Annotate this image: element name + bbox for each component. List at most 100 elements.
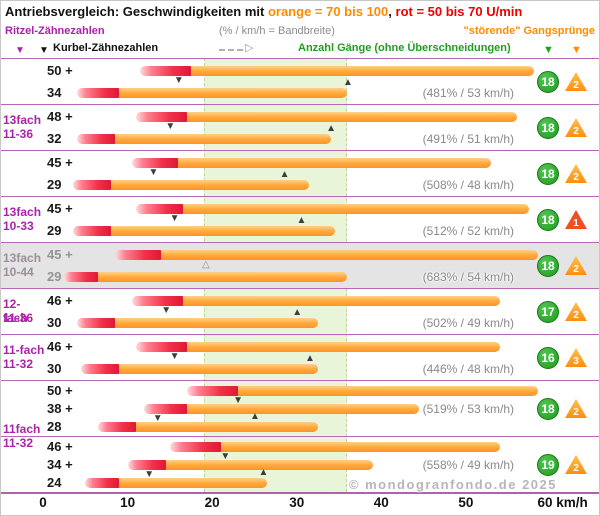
cadence-bar-red-50-70 (76, 318, 115, 328)
cadence-bar-orange-70-100 (93, 364, 318, 374)
chainring-teeth-label: 30 (47, 315, 62, 330)
cadence-bar-red-50-70 (127, 460, 166, 470)
cadence-bar-orange-70-100 (148, 158, 492, 168)
chainring-teeth-label: 45 + (47, 201, 73, 216)
chainring-teeth-label: 50 + (47, 63, 73, 78)
cassette-range: 10-33 (3, 219, 34, 233)
cassette-speed-count: 13fach (3, 205, 42, 219)
gear-jump-badge: 2 (565, 302, 587, 321)
gear-jump-badge: 2 (565, 118, 587, 137)
cadence-bar-orange-70-100 (203, 386, 538, 396)
gear-jump-badge: 2 (565, 164, 587, 183)
cadence-bar-orange-70-100 (152, 296, 500, 306)
cadence-bar-red-50-70 (136, 342, 187, 352)
shift-point-marker-icon: ▲ (343, 77, 353, 88)
shift-point-marker-icon: ▼ (165, 121, 176, 132)
gear-jumps-header: "störende" Gangsprünge (463, 25, 595, 37)
cadence-bar-orange-70-100 (144, 460, 373, 470)
gear-jump-badge: 2 (565, 399, 587, 418)
cassette-range: 11-36 (3, 311, 34, 325)
cassette-range: 11-32 (3, 436, 34, 450)
cadence-bar-orange-70-100 (85, 180, 310, 190)
gear-count-badge: 18 (537, 255, 559, 277)
shift-point-marker-icon: ▼ (152, 413, 163, 424)
sprocket-teeth-header: Ritzel-Zähnezahlen (5, 25, 105, 37)
chart-row: 46 + 30 ▼ ▲ (446% / 48 km/h) 16 3 (1, 334, 599, 380)
axis-tick-label: 30 (289, 495, 305, 510)
gear-count-badge: 17 (537, 301, 559, 323)
chainring-teeth-label: 32 (47, 131, 62, 146)
shift-point-marker-icon: ▲ (249, 411, 260, 422)
chainring-teeth-label: 38 + (47, 401, 73, 416)
cassette-range: 11-36 (3, 127, 34, 141)
chainring-teeth-label: 34 + (47, 457, 73, 472)
cadence-bar-orange-70-100 (76, 272, 348, 282)
chainring-teeth-label: 45 + (47, 155, 73, 170)
dashed-pointer-line (219, 49, 243, 51)
gear-count-badge: 19 (537, 454, 559, 476)
chainring-teeth-label: 34 (47, 85, 62, 100)
cadence-bar-orange-70-100 (161, 66, 534, 76)
chart-row: 50 + 34 ▼ ▲ (481% / 53 km/h) 18 2 (1, 58, 599, 104)
cassette-group-label: 13fach 11-36 (3, 113, 45, 141)
shift-point-marker-icon: ▲ (304, 353, 315, 364)
shift-point-marker-icon: ▼ (161, 305, 172, 316)
cadence-bar-red-50-70 (81, 364, 120, 374)
chart-row: 48 + 32 ▼ ▲ (491% / 51 km/h) 18 2 (1, 104, 599, 150)
cadence-bar-orange-70-100 (85, 226, 335, 236)
cadence-bar-red-50-70 (186, 386, 238, 396)
gear-jump-count: 3 (573, 356, 579, 367)
gear-count-badge: 18 (537, 163, 559, 185)
axis-tick-label: 0 (39, 495, 47, 510)
gear-jump-count: 2 (573, 310, 579, 321)
cadence-bar-red-50-70 (64, 272, 98, 282)
bandwidth-annotation: (512% / 52 km/h) (422, 224, 514, 238)
x-axis: 0 10 20 30 40 50 60 km/h (1, 495, 599, 513)
shift-point-marker-icon: △ (202, 259, 210, 270)
cassette-range: 11-32 (3, 357, 34, 371)
axis-tick-label: 10 (120, 495, 136, 510)
shift-point-marker-icon: ▼ (173, 75, 184, 86)
gear-jump-badge: 2 (565, 455, 587, 474)
chainring-teeth-label: 45 + (47, 247, 73, 262)
chart-row: 45 + 29 ▼ ▲ (508% / 48 km/h) 18 2 (1, 150, 599, 196)
cassette-speed-count: 12-fach (3, 297, 28, 325)
cadence-bar-orange-70-100 (152, 204, 530, 214)
chainring-teeth-label: 46 + (47, 439, 73, 454)
cadence-bar-orange-70-100 (93, 88, 348, 98)
orange-down-arrow-icon: ▼ (571, 44, 582, 56)
cassette-group-label: 12-fach 11-36 (3, 297, 45, 325)
green-down-arrow-icon: ▼ (543, 44, 554, 56)
chainring-teeth-label: 50 + (47, 383, 73, 398)
purple-down-arrow-icon: ▼ (15, 45, 25, 56)
cadence-bar-red-50-70 (76, 134, 115, 144)
cadence-bar-red-50-70 (76, 88, 120, 98)
bandwidth-annotation: (502% / 49 km/h) (422, 316, 514, 330)
chainring-teeth-label: 28 (47, 419, 62, 434)
shift-point-marker-icon: ▼ (220, 451, 231, 462)
cadence-bar-orange-70-100 (97, 478, 268, 488)
chainring-teeth-label: 29 (47, 223, 62, 238)
cadence-bar-red-50-70 (85, 478, 120, 488)
cadence-bar-red-50-70 (131, 296, 183, 306)
cadence-bar-orange-70-100 (89, 134, 331, 144)
cadence-bar-orange-70-100 (157, 112, 517, 122)
cadence-bar-red-50-70 (72, 226, 111, 236)
shift-point-marker-icon: ▼ (169, 351, 180, 362)
shift-point-marker-icon: ▼ (148, 167, 159, 178)
chart-row: 46 + 34 + 24 ▼ ▼ ▲ (558% / 49 km/h) 19 2 (1, 436, 599, 492)
shift-point-marker-icon: ▲ (292, 307, 303, 318)
shift-point-marker-icon: ▲ (326, 123, 337, 134)
chainring-teeth-label: 29 (47, 177, 62, 192)
cadence-bar-orange-70-100 (161, 404, 420, 414)
shift-point-marker-icon: ▲ (296, 215, 307, 226)
chart-row: 46 + 30 ▼ ▲ (502% / 49 km/h) 17 2 (1, 288, 599, 334)
chainring-teeth-label: 30 (47, 361, 62, 376)
gear-jump-count: 2 (573, 126, 579, 137)
watermark: © mondogranfondo.de 2025 (348, 477, 557, 492)
gear-jump-badge: 1 (565, 210, 587, 229)
chart-row: 45 + 29 △ (683% / 54 km/h) 18 2 (1, 242, 599, 288)
dashed-arrow-head-icon: ▷ (245, 42, 254, 54)
cadence-bar-red-50-70 (144, 404, 187, 414)
bandwidth-annotation: (491% / 51 km/h) (422, 132, 514, 146)
